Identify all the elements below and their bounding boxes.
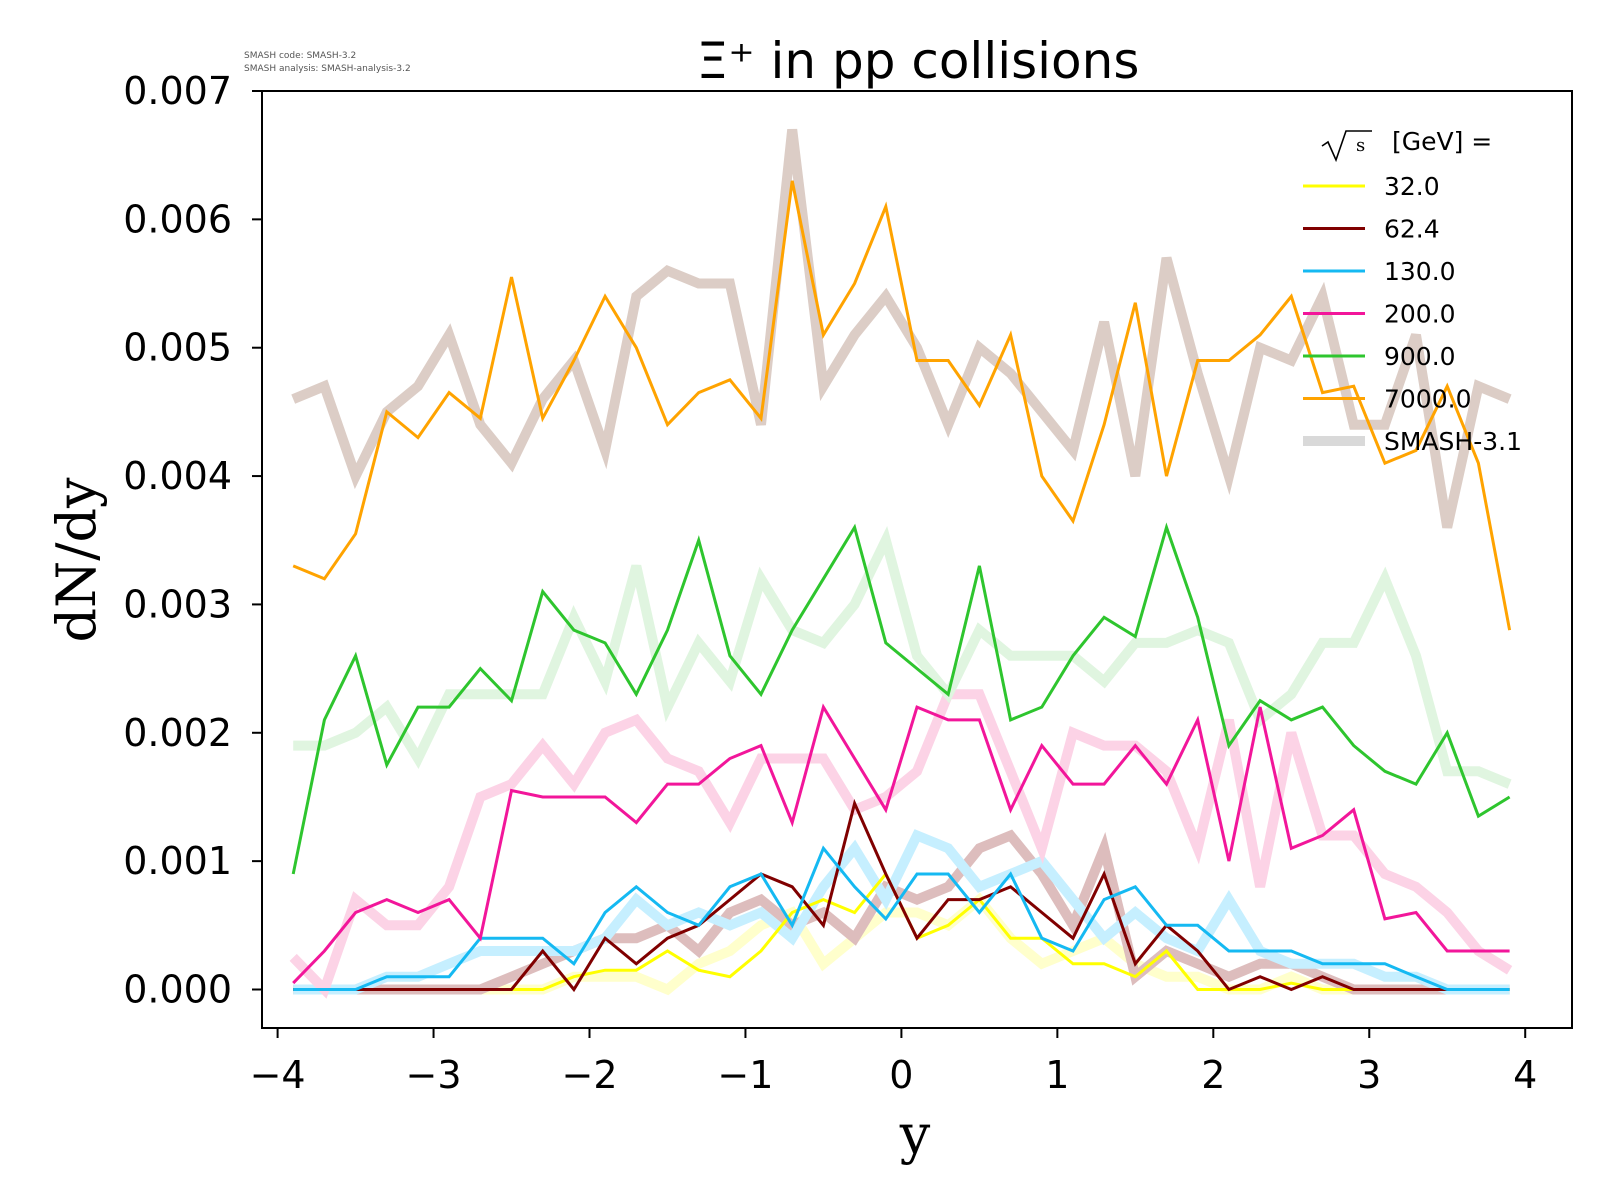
reference-line-6 xyxy=(291,128,1512,529)
legend-label-62-4: 62.4 xyxy=(1384,215,1440,244)
y-tick-label: 0.006 xyxy=(123,197,232,241)
reference-line-4 xyxy=(289,689,1513,999)
y-tick-label: 0.007 xyxy=(123,69,232,113)
y-tick-label: 0.000 xyxy=(123,967,232,1011)
x-axis-ticks: −4 −3 −2 −1 0 1 2 3 4 xyxy=(250,1028,1537,1097)
plot-frame xyxy=(261,90,1573,1029)
series-line-62-4 xyxy=(293,798,1510,993)
chart-title: Ξ⁺ in pp collisions xyxy=(697,32,1140,90)
legend-label-7000-0: 7000.0 xyxy=(1384,385,1471,414)
y-tick-label: 0.004 xyxy=(123,454,232,498)
y-tick-label: 0.002 xyxy=(123,711,232,755)
x-tick-label: 1 xyxy=(1045,1053,1069,1097)
y-tick-label: 0.001 xyxy=(123,839,232,883)
watermark-line-2: SMASH analysis: SMASH-analysis-3.2 xyxy=(244,64,411,74)
x-tick-label: −3 xyxy=(406,1053,462,1097)
y-axis-label: dN/dy xyxy=(45,477,108,643)
legend-title: s [GeV] = xyxy=(1321,127,1492,163)
series-line-200-0 xyxy=(292,703,1510,985)
legend-label-SMASH-3-1: SMASH-3.1 xyxy=(1384,427,1522,456)
sqrt-sign-icon xyxy=(1321,130,1372,163)
legend-entries: 32.0 62.4 130.0 200.0 900.0 7000.0 SMASH-3.1 xyxy=(1303,172,1522,456)
x-tick-label: −1 xyxy=(717,1053,773,1097)
legend-label-32-0: 32.0 xyxy=(1384,172,1440,201)
x-tick-label: −4 xyxy=(250,1053,306,1097)
x-axis-label: y xyxy=(899,1103,931,1166)
watermark-line-1: SMASH code: SMASH-3.2 xyxy=(244,51,356,61)
series-lines xyxy=(291,180,1512,993)
legend: s [GeV] = 32.0 62.4 130.0 200.0 900.0 7000.0 S… xyxy=(1303,127,1522,456)
series-line-7000-0 xyxy=(292,180,1512,631)
reference-line-5 xyxy=(293,525,1512,789)
series-line-900-0 xyxy=(291,522,1511,875)
y-axis-ticks: 0.000 0.001 0.002 0.003 0.004 0.005 0.006 0.007 xyxy=(123,69,262,1011)
x-tick-label: 0 xyxy=(889,1053,913,1097)
legend-label-900-0: 900.0 xyxy=(1384,342,1456,371)
x-tick-label: 2 xyxy=(1201,1053,1225,1097)
y-tick-label: 0.005 xyxy=(123,326,232,370)
x-tick-label: −2 xyxy=(561,1053,617,1097)
legend-title-prefix: s xyxy=(1356,135,1365,156)
x-tick-label: 3 xyxy=(1357,1053,1381,1097)
x-tick-label: 4 xyxy=(1513,1053,1537,1097)
legend-title-suffix: [GeV] = xyxy=(1392,127,1492,156)
series-line-130-0 xyxy=(293,845,1510,991)
legend-label-200-0: 200.0 xyxy=(1384,300,1456,329)
reference-line-2 xyxy=(293,829,1510,995)
reference-line-3 xyxy=(293,829,1510,995)
legend-label-130-0: 130.0 xyxy=(1384,257,1456,286)
y-tick-label: 0.003 xyxy=(123,582,232,626)
